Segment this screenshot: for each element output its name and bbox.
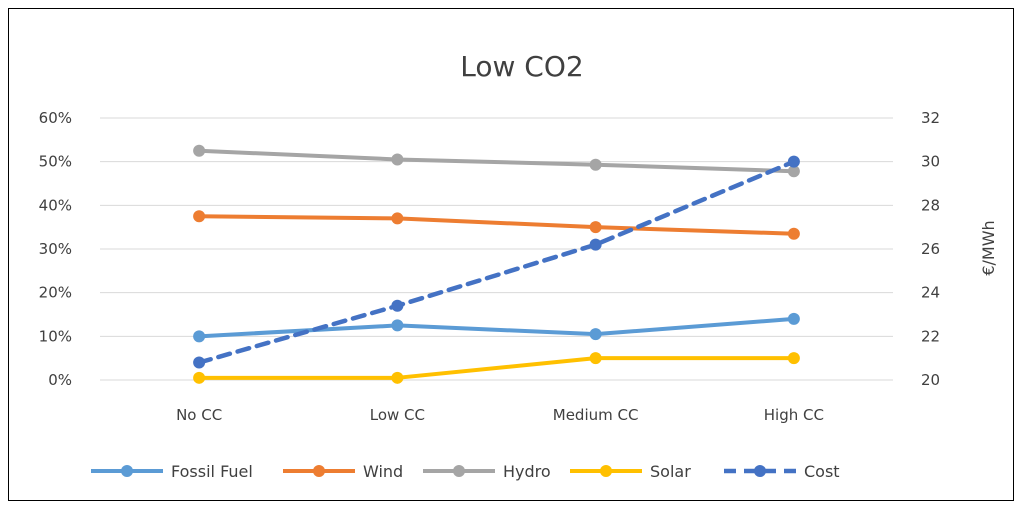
legend-marker — [121, 465, 133, 477]
series-cost — [193, 155, 800, 369]
series-fossil-fuel — [193, 312, 800, 343]
right-tick-label: 22 — [921, 327, 940, 345]
data-point-hydro — [391, 153, 404, 166]
legend-marker — [453, 465, 465, 477]
data-point-fossil-fuel — [589, 328, 602, 341]
series-line-wind — [197, 214, 796, 236]
legend-item-wind: Wind — [283, 462, 403, 481]
gridlines — [100, 117, 893, 381]
left-tick-label: 30% — [39, 240, 72, 258]
left-tick-label: 60% — [39, 109, 72, 127]
chart-title: Low CO2 — [460, 50, 583, 83]
data-point-fossil-fuel — [391, 319, 404, 332]
data-point-wind — [193, 210, 206, 223]
data-point-wind — [787, 227, 800, 240]
x-axis-ticks: No CC Low CC Medium CC High CC — [176, 406, 824, 424]
legend-marker — [754, 465, 766, 477]
right-tick-label: 26 — [921, 240, 940, 258]
chart-frame — [8, 8, 1014, 501]
data-point-wind — [391, 212, 404, 225]
legend-item-fossil-fuel: Fossil Fuel — [91, 462, 253, 481]
legend-item-cost: Cost — [724, 462, 840, 481]
left-tick-label: 10% — [39, 327, 72, 345]
data-point-solar — [787, 352, 800, 365]
right-axis-label: €/MWh — [979, 220, 998, 275]
data-point-solar — [391, 371, 404, 384]
right-tick-label: 30 — [921, 153, 940, 171]
data-point-solar — [589, 352, 602, 365]
series-line-hydro — [197, 148, 796, 174]
data-point-fossil-fuel — [787, 312, 800, 325]
legend-item-solar: Solar — [570, 462, 691, 481]
data-point-solar — [193, 371, 206, 384]
series-wind — [193, 210, 800, 240]
series-line-cost — [196, 159, 797, 365]
left-tick-label: 0% — [48, 371, 72, 389]
series-line-fossil-fuel — [197, 316, 796, 339]
data-point-hydro — [589, 158, 602, 171]
data-point-cost — [193, 356, 206, 369]
left-tick-label: 40% — [39, 196, 72, 214]
x-tick-label: Low CC — [370, 406, 425, 424]
left-tick-label: 20% — [39, 284, 72, 302]
right-tick-label: 32 — [921, 109, 940, 127]
series-line-solar — [197, 356, 796, 380]
data-point-hydro — [787, 165, 800, 178]
legend-marker — [600, 465, 612, 477]
x-tick-label: High CC — [764, 406, 824, 424]
data-point-fossil-fuel — [193, 330, 206, 343]
series-lines — [193, 144, 800, 384]
legend-label: Solar — [650, 462, 691, 481]
data-point-wind — [589, 221, 602, 234]
legend-item-hydro: Hydro — [423, 462, 551, 481]
left-axis-ticks: 0% 10% 20% 30% 40% 50% 60% — [39, 109, 72, 389]
legend-label: Fossil Fuel — [171, 462, 253, 481]
x-tick-label: No CC — [176, 406, 222, 424]
data-point-cost — [589, 238, 602, 251]
right-tick-label: 28 — [921, 196, 940, 214]
x-tick-label: Medium CC — [553, 406, 639, 424]
legend-label: Cost — [804, 462, 840, 481]
left-tick-label: 50% — [39, 153, 72, 171]
series-hydro — [193, 144, 800, 178]
legend-label: Hydro — [503, 462, 551, 481]
series-solar — [193, 352, 800, 384]
right-axis-ticks: 20 22 24 26 28 30 32 — [921, 109, 940, 389]
legend-marker — [313, 465, 325, 477]
right-tick-label: 20 — [921, 371, 940, 389]
right-tick-label: 24 — [921, 284, 940, 302]
data-point-cost — [787, 155, 800, 168]
data-point-cost — [391, 299, 404, 312]
legend-label: Wind — [363, 462, 403, 481]
legend: Fossil Fuel Wind Hydro Solar Cost — [91, 462, 840, 481]
data-point-hydro — [193, 144, 206, 157]
